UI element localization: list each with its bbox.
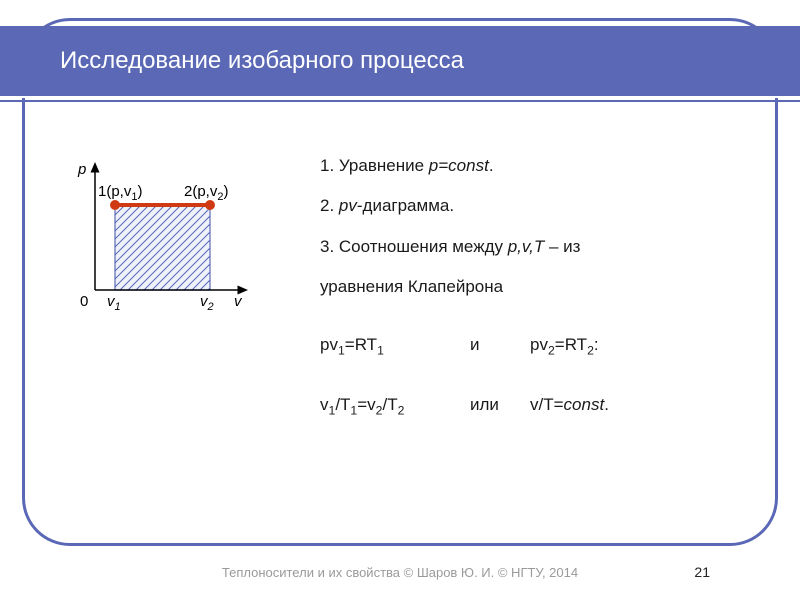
t2a: 2.: [320, 196, 339, 215]
page-number: 21: [694, 564, 710, 580]
eq1-left: pv1=RT1: [320, 329, 470, 363]
state-point-1: [111, 201, 120, 210]
eq1-mid: и: [470, 329, 530, 363]
equation-row-1: pv1=RT1 и pv2=RT2:: [320, 329, 740, 363]
eq2-mid: или: [470, 389, 530, 423]
t2c: -диаграмма.: [357, 196, 454, 215]
work-area: [115, 205, 210, 290]
pv-diagram: p 0 v v1 v2 1(p,v1) 2(p,v2): [60, 150, 290, 340]
footer-text: Теплоносители и их свойства © Шаров Ю. И…: [0, 565, 800, 580]
x-axis-label: v: [234, 293, 243, 310]
text-line-4: уравнения Клапейрона: [320, 271, 740, 303]
equation-row-2: v1/T1=v2/T2 или v/T=const.: [320, 389, 740, 423]
y-axis-label: p: [77, 161, 86, 178]
text-line-1: 1. Уравнение p=const.: [320, 150, 740, 182]
t1a: 1. Уравнение: [320, 156, 429, 175]
point1-label: 1(p,v1): [98, 183, 142, 203]
content-area: p 0 v v1 v2 1(p,v1) 2(p,v2) 1. Уравнение…: [60, 150, 740, 430]
text-line-2: 2. pv-диаграмма.: [320, 190, 740, 222]
x-tick-2: v2: [200, 293, 214, 313]
title-underline: [0, 100, 800, 102]
text-line-3: 3. Соотношения между p,v,T – из: [320, 231, 740, 263]
spacer-2: [320, 371, 740, 381]
t1b: p=const: [429, 156, 489, 175]
diagram-column: p 0 v v1 v2 1(p,v1) 2(p,v2): [60, 150, 320, 430]
t2b: pv: [339, 196, 357, 215]
origin-label: 0: [80, 293, 88, 310]
text-column: 1. Уравнение p=const. 2. pv-диаграмма. 3…: [320, 150, 740, 430]
t3a: 3. Соотношения между: [320, 237, 508, 256]
title-bar: Исследование изобарного процесса: [0, 26, 800, 98]
slide-title: Исследование изобарного процесса: [60, 47, 464, 75]
x-tick-1: v1: [107, 293, 121, 313]
eq1-right: pv2=RT2:: [530, 329, 599, 363]
state-point-2: [206, 201, 215, 210]
t3b: p,v,T: [508, 237, 545, 256]
t1c: .: [489, 156, 494, 175]
eq2-right: v/T=const.: [530, 389, 609, 423]
spacer-1: [320, 311, 740, 321]
point2-label: 2(p,v2): [184, 183, 228, 203]
eq2-left: v1/T1=v2/T2: [320, 389, 470, 423]
t3c: – из: [544, 237, 580, 256]
